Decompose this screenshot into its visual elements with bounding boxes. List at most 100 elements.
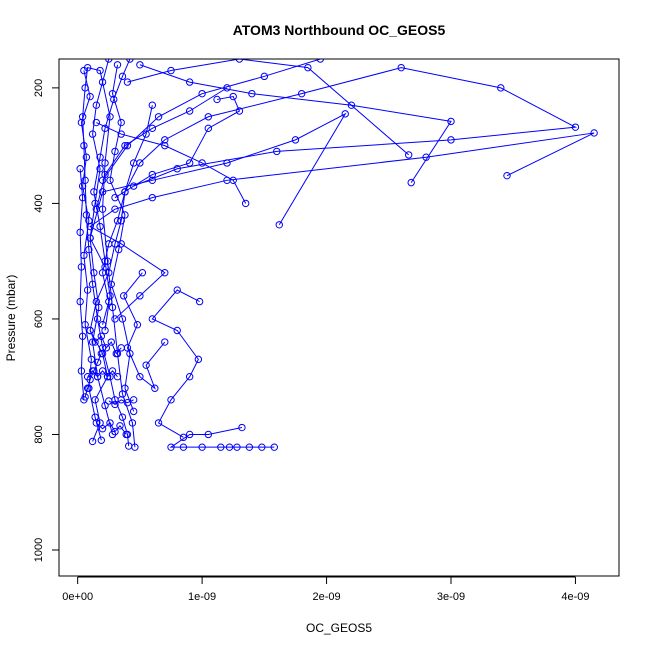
data-point <box>117 396 125 404</box>
series-18 <box>86 326 125 358</box>
series-line <box>127 59 410 156</box>
data-point <box>86 92 94 101</box>
series-16 <box>76 165 88 404</box>
y-tick-label: 1000 <box>33 538 45 562</box>
series-6 <box>92 118 250 208</box>
series-19 <box>92 419 130 439</box>
data-point <box>98 367 107 375</box>
data-point <box>258 443 266 451</box>
data-point <box>304 63 312 72</box>
series-line <box>93 59 131 331</box>
data-point <box>91 396 99 404</box>
data-point <box>76 228 84 237</box>
data-point <box>98 425 107 433</box>
data-point <box>204 124 213 133</box>
data-point <box>97 332 106 340</box>
series-line <box>89 112 347 268</box>
data-point <box>111 205 119 213</box>
series-line <box>89 132 595 320</box>
data-point <box>275 221 283 229</box>
data-point <box>83 286 92 294</box>
data-point <box>233 443 241 451</box>
data-point <box>88 130 97 138</box>
data-point <box>123 78 132 86</box>
data-point <box>123 399 132 407</box>
data-point <box>93 358 102 366</box>
data-point <box>198 159 206 167</box>
data-point <box>129 396 138 404</box>
data-point <box>86 326 94 335</box>
series-line <box>96 122 247 204</box>
data-point <box>106 292 114 300</box>
data-point <box>136 61 144 69</box>
data-point <box>86 234 94 242</box>
data-point <box>96 165 104 173</box>
data-point <box>404 151 413 159</box>
data-point <box>118 413 127 421</box>
data-point <box>106 113 114 121</box>
data-point <box>98 78 107 86</box>
data-point <box>198 89 206 98</box>
data-point <box>245 443 254 451</box>
data-point <box>78 332 87 340</box>
series-23 <box>90 59 134 335</box>
data-point <box>142 130 150 138</box>
data-point <box>571 123 580 131</box>
data-point <box>98 176 107 185</box>
x-tick-label: 4e-09 <box>561 591 589 603</box>
series-5 <box>123 59 413 159</box>
data-point <box>96 153 104 161</box>
series-7 <box>167 423 278 451</box>
data-point <box>223 159 231 167</box>
data-point <box>92 118 101 127</box>
y-axis-label: Pressure (mbar) <box>4 275 18 362</box>
series-15 <box>120 269 169 392</box>
data-point <box>90 188 98 196</box>
data-point <box>148 101 157 109</box>
plot-clip-group <box>76 59 598 451</box>
data-point <box>167 66 175 75</box>
data-point <box>235 107 244 115</box>
data-point <box>341 110 349 118</box>
y-tick-label: 600 <box>33 310 45 328</box>
data-point <box>447 136 455 144</box>
data-point <box>117 118 125 127</box>
data-point <box>120 292 128 300</box>
data-point <box>148 193 157 202</box>
data-point <box>161 338 169 346</box>
data-point <box>291 136 300 144</box>
data-point <box>229 92 237 101</box>
data-point <box>179 433 188 442</box>
data-point <box>96 222 104 231</box>
series-line <box>89 330 122 355</box>
series-line <box>95 87 228 210</box>
data-point <box>77 263 86 271</box>
series-line <box>139 64 452 183</box>
data-point <box>85 245 93 254</box>
data-point <box>151 384 159 392</box>
data-point <box>121 188 129 196</box>
plot-layer <box>76 59 598 451</box>
data-point <box>81 393 89 401</box>
data-point <box>113 217 122 225</box>
data-point <box>133 321 142 329</box>
data-point <box>248 89 256 98</box>
data-point <box>82 153 91 161</box>
data-point <box>106 176 114 185</box>
data-point <box>213 95 221 104</box>
data-point <box>195 297 204 306</box>
data-point <box>78 193 87 202</box>
data-point <box>142 361 150 369</box>
data-point <box>447 117 455 126</box>
data-point <box>154 113 163 121</box>
data-point <box>173 326 181 335</box>
series-4 <box>136 61 455 187</box>
data-point <box>85 217 93 225</box>
data-point <box>128 419 137 427</box>
data-point <box>101 124 109 133</box>
data-point <box>97 349 106 358</box>
data-point <box>136 292 144 300</box>
series-line <box>151 289 200 438</box>
